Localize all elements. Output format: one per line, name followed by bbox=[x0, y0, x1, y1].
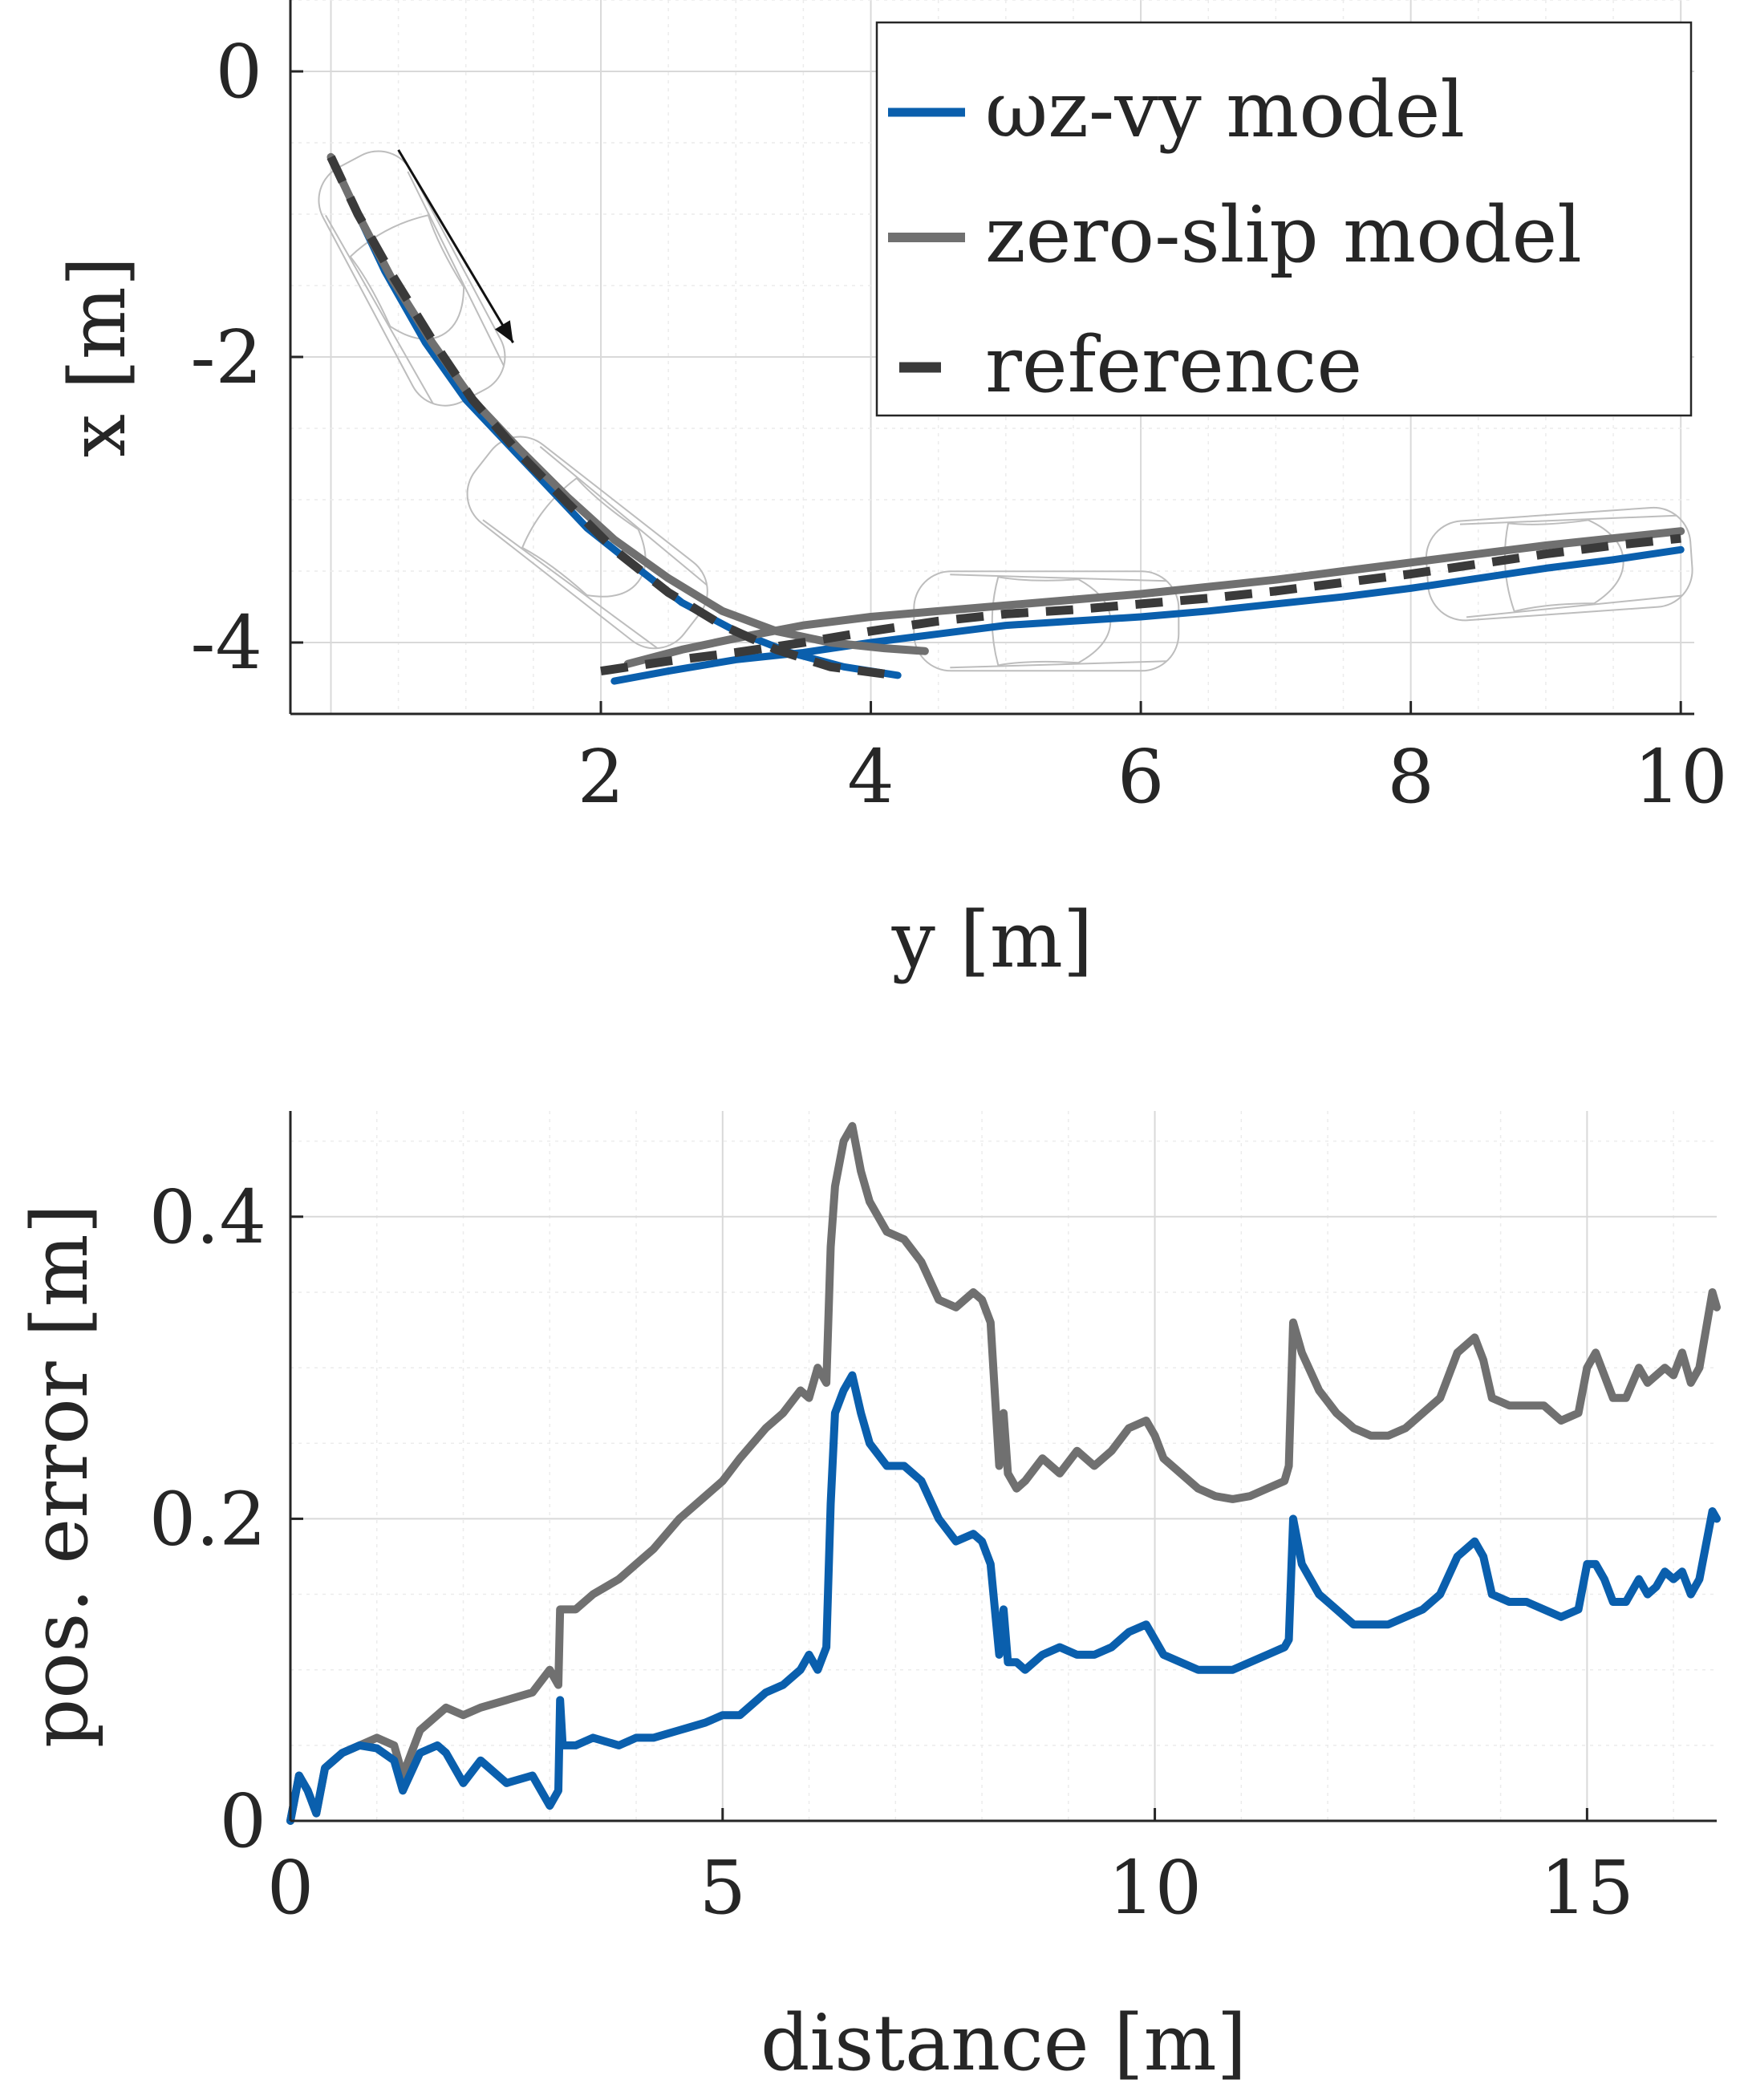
x-tick-label: 6 bbox=[1117, 734, 1165, 820]
y-tick-label: 0 bbox=[215, 29, 262, 115]
trajectory-tick-labels: 2 4 6 8 10 0 -2 -4 bbox=[190, 29, 1727, 820]
x-tick-label: 5 bbox=[700, 1845, 747, 1931]
trajectory-line-zero-slip-model-seg0 bbox=[326, 152, 929, 655]
error-line-zero-slip-model bbox=[286, 1121, 1721, 1825]
x-tick-label: 8 bbox=[1387, 734, 1434, 820]
trajectory-chart: 2 4 6 8 10 0 -2 -4 y [m] x [m] ωz-vy model zero… bbox=[53, 0, 1728, 985]
legend-label-wz-vy: ωz-vy model bbox=[985, 65, 1465, 155]
legend-box bbox=[875, 21, 1693, 417]
arrow-head bbox=[494, 320, 513, 343]
x-tick-label: 10 bbox=[1634, 734, 1728, 820]
vehicle-silhouettes bbox=[318, 150, 1693, 672]
error-axes bbox=[289, 1111, 1717, 1822]
error-series bbox=[286, 1121, 1721, 1825]
x-tick-label: 10 bbox=[1108, 1845, 1202, 1931]
error-line--z-vy-model bbox=[286, 1371, 1721, 1825]
trajectory-line-reference-seg0 bbox=[326, 155, 886, 679]
x-tick-label: 2 bbox=[578, 734, 625, 820]
y-tick-label: 0 bbox=[219, 1778, 266, 1864]
trajectory-x-axis-label: y [m] bbox=[891, 895, 1093, 985]
direction-arrow bbox=[397, 149, 514, 343]
legend-label-reference: reference bbox=[985, 320, 1362, 410]
arrow-shaft bbox=[397, 149, 514, 343]
x-tick-label: 15 bbox=[1540, 1845, 1634, 1931]
error-tick-labels: 0 5 10 15 0 0.2 0.4 bbox=[149, 1174, 1634, 1931]
error-x-axis-label: distance [m] bbox=[760, 1998, 1247, 2088]
y-tick-label: -4 bbox=[190, 600, 262, 686]
trajectory-line-zero-slip-model-seg1 bbox=[623, 527, 1685, 668]
trajectory-y-axis-label: x [m] bbox=[53, 257, 143, 458]
legend: ωz-vy model zero-slip model reference bbox=[875, 21, 1693, 417]
trajectory-series bbox=[326, 152, 1685, 685]
position-error-chart: 0 5 10 15 0 0.2 0.4 distance [m] pos. error [m… bbox=[15, 1111, 1721, 2088]
y-tick-label: 0.4 bbox=[149, 1174, 266, 1260]
legend-label-zero-slip: zero-slip model bbox=[985, 190, 1582, 280]
car-silhouette bbox=[466, 436, 708, 650]
x-tick-label: 4 bbox=[847, 734, 894, 820]
error-y-axis-label: pos. error [m] bbox=[15, 1204, 105, 1748]
y-tick-label: -2 bbox=[190, 314, 262, 400]
trajectory-line-reference-seg1 bbox=[600, 533, 1681, 676]
y-tick-label: 0.2 bbox=[149, 1476, 266, 1562]
trajectory-axes bbox=[289, 0, 1694, 716]
trajectory-line--z-vy-model-seg0 bbox=[327, 153, 902, 679]
x-tick-label: 0 bbox=[267, 1845, 314, 1931]
